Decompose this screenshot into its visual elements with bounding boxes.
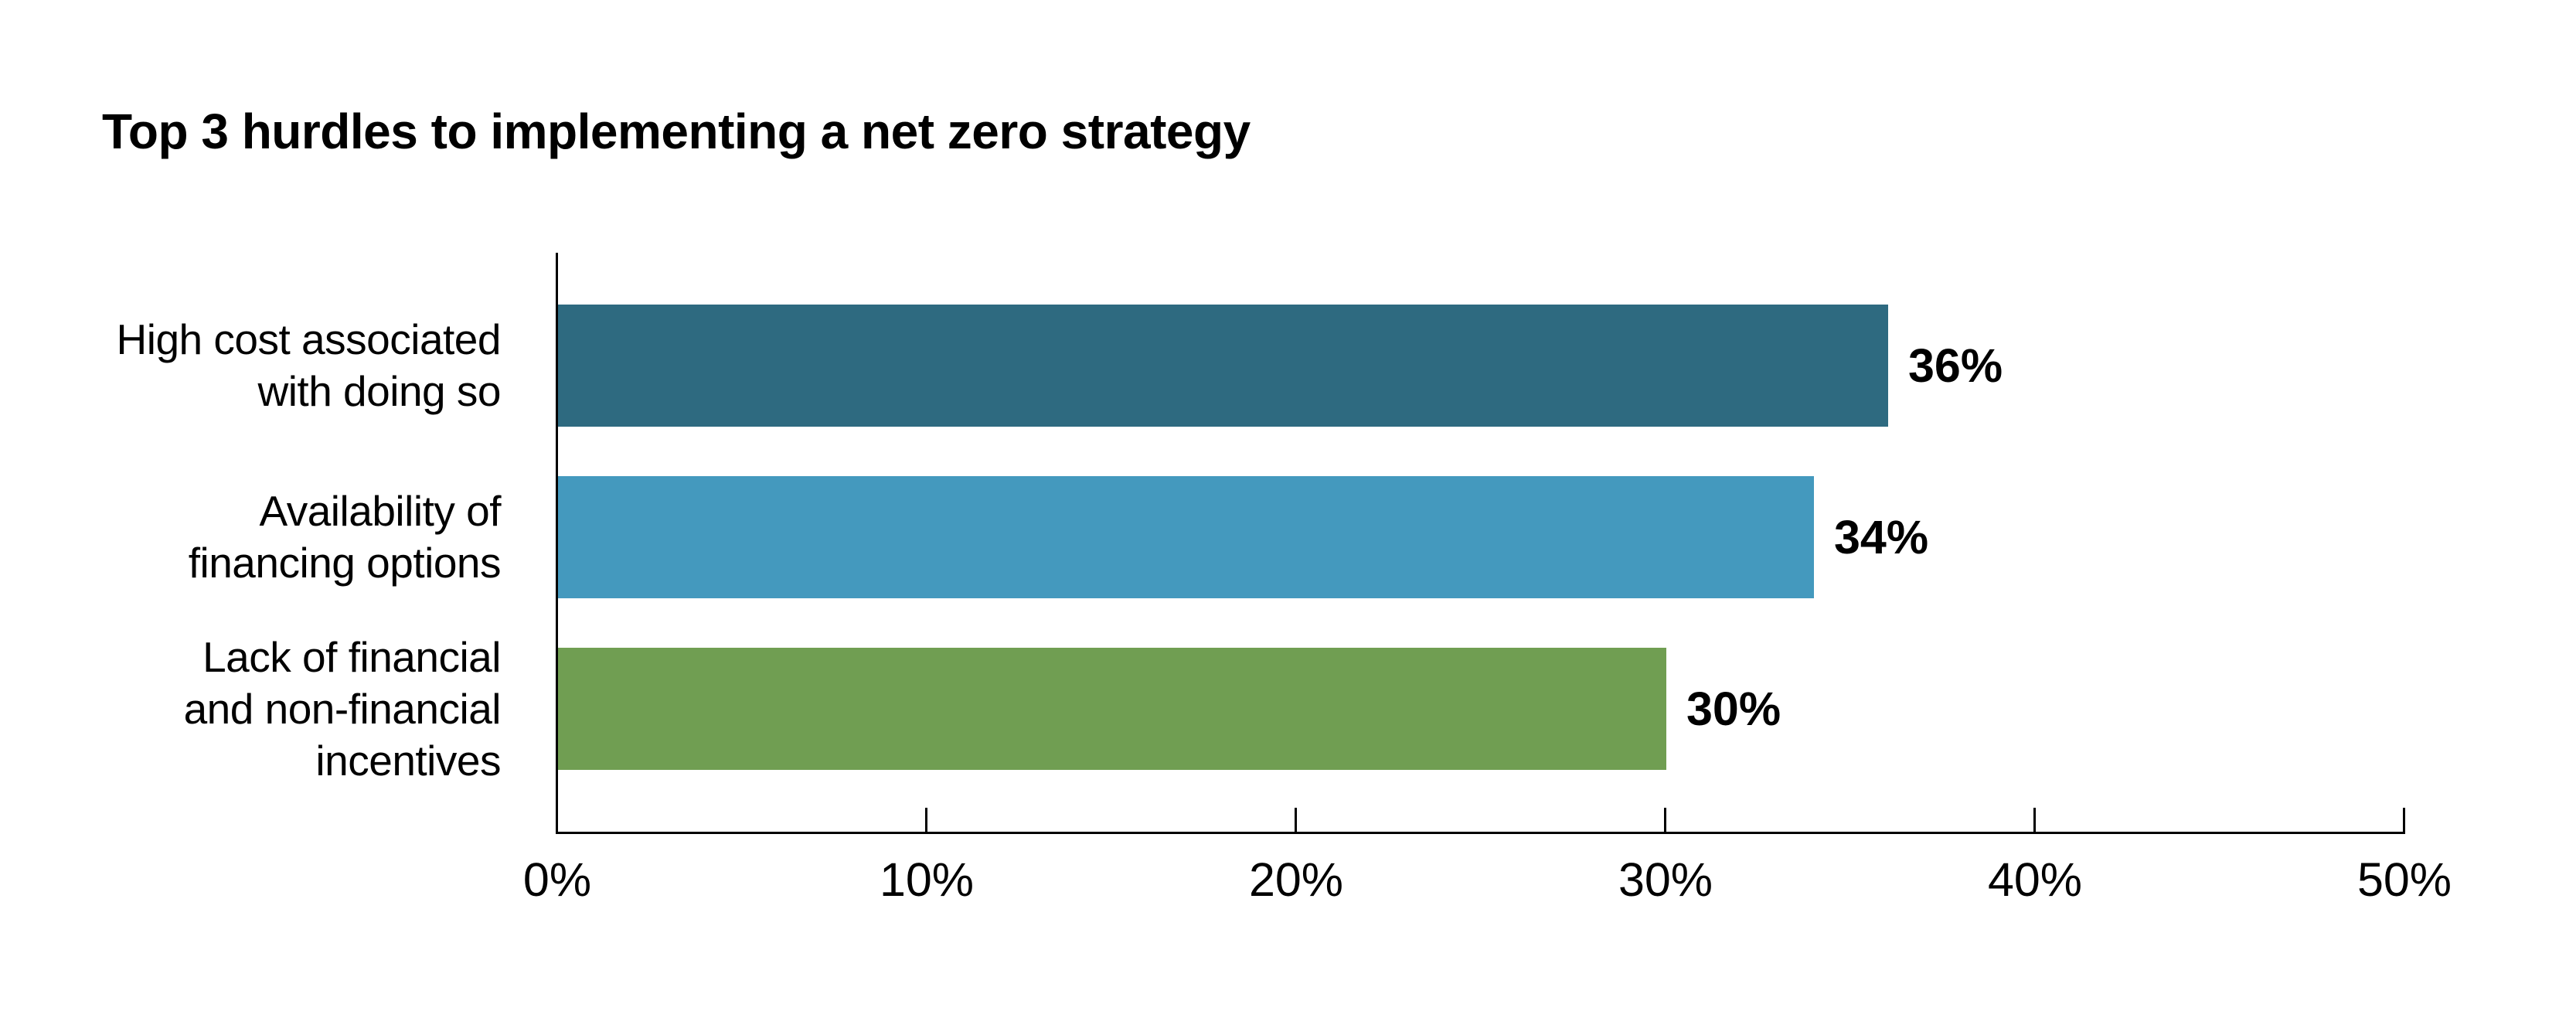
x-axis-tick-label: 30% bbox=[1618, 853, 1713, 906]
y-axis-line bbox=[556, 253, 558, 834]
x-axis-tick bbox=[1295, 808, 1297, 832]
x-axis-tick-label: 20% bbox=[1248, 853, 1344, 906]
bar-value-label: 30% bbox=[1686, 683, 1781, 735]
bar-1 bbox=[558, 305, 1888, 427]
x-axis-tick bbox=[2403, 808, 2405, 832]
chart-title: Top 3 hurdles to implementing a net zero… bbox=[102, 104, 1251, 159]
category-label: Availability of financing options bbox=[188, 487, 502, 587]
x-axis-tick bbox=[925, 808, 927, 832]
bar-value-label: 34% bbox=[1834, 511, 1929, 563]
x-axis-tick bbox=[1664, 808, 1666, 832]
x-axis-tick-label: 0% bbox=[522, 853, 592, 906]
x-axis-tick-label: 40% bbox=[1987, 853, 2083, 906]
bar-value-label: 36% bbox=[1908, 339, 2003, 392]
category-label: Lack of financial and non-financial incent… bbox=[183, 632, 502, 785]
bar-2 bbox=[558, 476, 1814, 598]
category-label: High cost associated with doing so bbox=[116, 315, 502, 415]
x-axis-line bbox=[556, 832, 2405, 834]
x-axis-tick-label: 10% bbox=[879, 853, 975, 906]
x-axis-tick bbox=[2033, 808, 2036, 832]
bar-3 bbox=[558, 648, 1666, 770]
x-axis-tick-label: 50% bbox=[2357, 853, 2452, 906]
